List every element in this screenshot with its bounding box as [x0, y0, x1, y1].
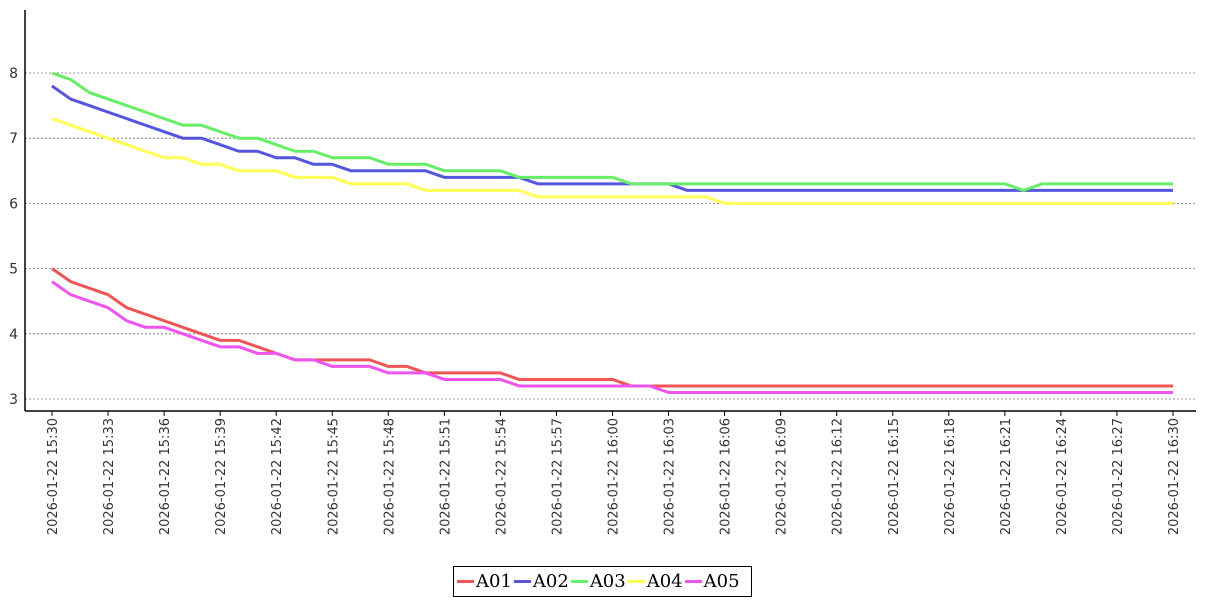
series-lines: [51, 71, 1173, 394]
x-tick-label: 2026-01-22 15:30: [46, 418, 61, 535]
legend-swatch: [513, 580, 531, 583]
y-tick-label: 3: [9, 392, 18, 408]
legend-item-a04: A04: [627, 571, 683, 592]
x-tick-label: 2026-01-22 16:18: [943, 418, 958, 535]
x-tick-label: 2026-01-22 16:30: [1167, 418, 1182, 535]
y-tick-label: 5: [9, 262, 18, 278]
x-tick-label: 2026-01-22 16:27: [1111, 418, 1126, 535]
x-tick-label: 2026-01-22 15:57: [550, 418, 565, 535]
legend-label: A01: [476, 571, 512, 592]
legend-item-a05: A05: [684, 571, 740, 592]
legend-item-a03: A03: [570, 571, 626, 592]
x-tick-label: 2026-01-22 15:54: [494, 418, 509, 535]
x-tick-label: 2026-01-22 15:48: [382, 418, 397, 535]
x-tick-label: 2026-01-22 15:42: [270, 418, 285, 535]
x-tick-label: 2026-01-22 16:09: [775, 418, 790, 535]
y-tick-label: 8: [9, 66, 18, 82]
x-tick-label: 2026-01-22 16:24: [1055, 418, 1070, 535]
x-tick-label: 2026-01-22 15:36: [158, 418, 173, 535]
x-tick-label: 2026-01-22 16:03: [663, 418, 678, 535]
y-tick-label: 6: [9, 196, 18, 212]
y-tick-label: 7: [9, 131, 18, 147]
series-line-a05: [51, 280, 1173, 394]
x-tick-label: 2026-01-22 15:33: [102, 418, 117, 535]
series-line-a02: [51, 84, 1173, 192]
series-line-a04: [51, 117, 1173, 205]
legend-label: A04: [646, 571, 683, 592]
x-tick-label: 2026-01-22 16:15: [887, 418, 902, 535]
legend-swatch: [457, 580, 474, 583]
x-tick-labels: 2026-01-22 15:30 2026-01-22 15:33 2026-01-…: [46, 411, 1182, 535]
legend-swatch: [684, 580, 702, 583]
x-tick-label: 2026-01-22 15:39: [214, 418, 229, 535]
legend: A01 A02 A03 A04 A05: [453, 566, 752, 597]
y-tick-label: 4: [9, 327, 18, 343]
legend-item-a02: A02: [513, 571, 569, 592]
series-line-a01: [51, 267, 1173, 388]
axes: [24, 10, 1196, 412]
legend-swatch: [627, 580, 645, 583]
legend-item-a01: A01: [457, 571, 512, 592]
x-tick-label: 2026-01-22 16:21: [999, 418, 1014, 535]
x-tick-label: 2026-01-22 16:12: [831, 418, 846, 535]
x-tick-label: 2026-01-22 15:45: [326, 418, 341, 535]
x-tick-label: 2026-01-22 16:00: [607, 418, 622, 535]
gridlines: [25, 72, 1196, 400]
legend-label: A02: [532, 571, 569, 592]
legend-label: A05: [703, 571, 740, 592]
x-tick-label: 2026-01-22 16:06: [719, 418, 734, 535]
x-tick-label: 2026-01-22 15:51: [438, 418, 453, 535]
series-line-a03: [51, 71, 1173, 192]
legend-swatch: [570, 580, 588, 583]
legend-label: A03: [589, 571, 626, 592]
y-tick-labels: 3 4 5 6 7 8: [9, 66, 18, 408]
